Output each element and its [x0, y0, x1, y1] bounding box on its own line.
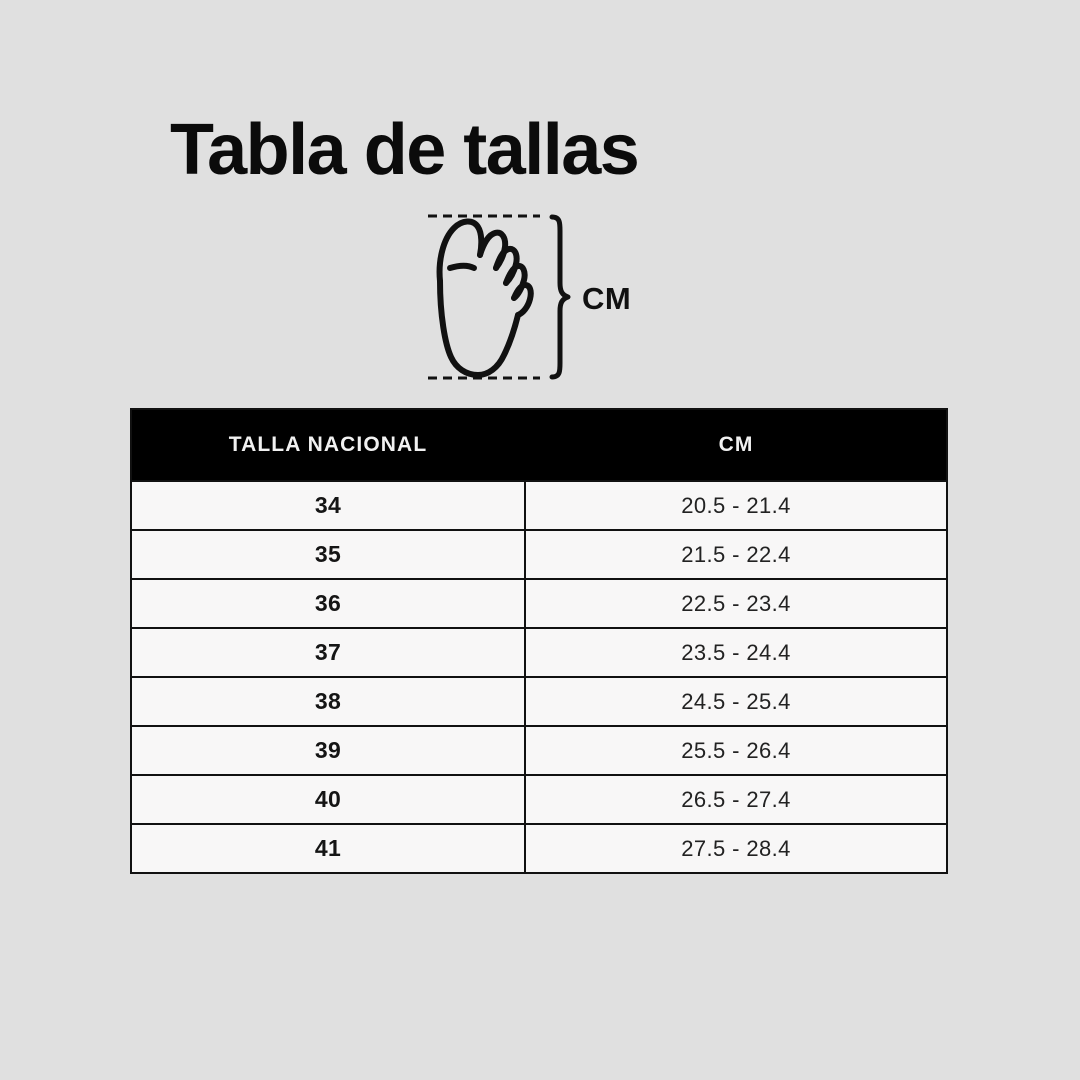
size-value: 38 [314, 688, 342, 714]
cm-value: 24.5 - 25.4 [681, 688, 791, 714]
size-value: 37 [314, 639, 342, 665]
table-header-talla-nacional-label: TALLA NACIONAL [228, 433, 428, 456]
table-body: 34 20.5 - 21.4 35 21.5 - 22.4 36 [132, 480, 946, 872]
table-header-talla-nacional: TALLA NACIONAL [132, 410, 526, 480]
table-row: 37 23.5 - 24.4 [132, 627, 946, 676]
foot-diagram-svg [428, 214, 571, 380]
cm-value: 22.5 - 23.4 [681, 590, 791, 616]
table-cell-size: 38 [132, 678, 526, 725]
cm-value: 27.5 - 28.4 [681, 835, 791, 861]
table-header-row: TALLA NACIONAL CM [132, 410, 946, 480]
table-cell-size: 39 [132, 727, 526, 774]
table-row: 41 27.5 - 28.4 [132, 823, 946, 872]
table-cell-cm: 27.5 - 28.4 [526, 825, 946, 872]
page-title: Tabla de tallas [170, 110, 640, 190]
table-cell-cm: 22.5 - 23.4 [526, 580, 946, 627]
table-row: 36 22.5 - 23.4 [132, 578, 946, 627]
table-row: 35 21.5 - 22.4 [132, 529, 946, 578]
size-value: 40 [314, 786, 342, 812]
diagram-cm-label: CM [582, 281, 632, 316]
table-row: 40 26.5 - 27.4 [132, 774, 946, 823]
cm-value: 21.5 - 22.4 [681, 541, 791, 567]
table-header-cm-label: CM [718, 433, 754, 456]
cm-value: 26.5 - 27.4 [681, 786, 791, 812]
table-cell-cm: 21.5 - 22.4 [526, 531, 946, 578]
table-cell-cm: 25.5 - 26.4 [526, 727, 946, 774]
size-chart-table: TALLA NACIONAL CM 34 20.5 - 21.4 35 [130, 408, 948, 874]
size-value: 35 [314, 541, 342, 567]
measurement-brace-icon [549, 214, 571, 380]
table-cell-size: 40 [132, 776, 526, 823]
table-header-cm: CM [526, 410, 946, 480]
foot-outline-icon [436, 218, 534, 378]
table-cell-size: 34 [132, 482, 526, 529]
foot-measurement-diagram: CM [410, 205, 670, 395]
table-cell-cm: 26.5 - 27.4 [526, 776, 946, 823]
size-value: 41 [314, 835, 342, 861]
table-row: 39 25.5 - 26.4 [132, 725, 946, 774]
cm-value: 25.5 - 26.4 [681, 737, 791, 763]
table-row: 38 24.5 - 25.4 [132, 676, 946, 725]
size-value: 39 [314, 737, 342, 763]
cm-value: 20.5 - 21.4 [681, 492, 791, 518]
table-cell-cm: 23.5 - 24.4 [526, 629, 946, 676]
size-value: 36 [314, 590, 342, 616]
table-row: 34 20.5 - 21.4 [132, 480, 946, 529]
table-cell-size: 35 [132, 531, 526, 578]
table-cell-size: 36 [132, 580, 526, 627]
cm-value: 23.5 - 24.4 [681, 639, 791, 665]
table-cell-cm: 20.5 - 21.4 [526, 482, 946, 529]
table-cell-size: 41 [132, 825, 526, 872]
table-cell-cm: 24.5 - 25.4 [526, 678, 946, 725]
size-value: 34 [314, 492, 342, 518]
table-cell-size: 37 [132, 629, 526, 676]
